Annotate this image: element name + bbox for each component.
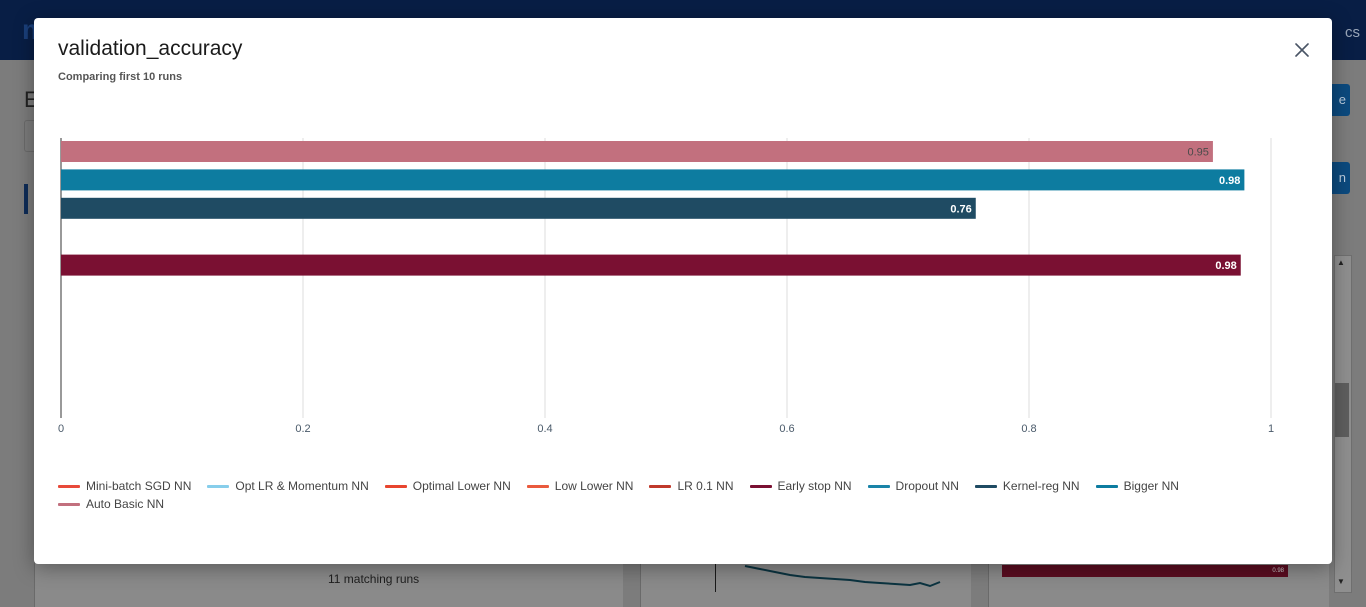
bar-value-label: 0.76 [950, 203, 971, 215]
bar-value-label: 0.95 [1187, 147, 1208, 159]
legend-swatch [207, 484, 230, 488]
mini-bar: 0.98 [1002, 565, 1288, 577]
legend-label: Mini-batch SGD NN [86, 479, 192, 493]
close-button[interactable] [1290, 38, 1314, 62]
legend-swatch [649, 484, 672, 488]
bar-auto-basic-nn[interactable] [61, 141, 1213, 162]
legend-label: Kernel-reg NN [1002, 479, 1080, 493]
close-icon [1295, 43, 1309, 57]
bar-bigger-nn[interactable] [61, 169, 1245, 191]
chart-legend: Mini-batch SGD NN Opt LR & Momentum NN Opt… [58, 478, 1238, 512]
scrollbar-thumb[interactable] [1335, 383, 1349, 437]
legend-swatch [526, 484, 549, 488]
legend-swatch [1095, 484, 1118, 488]
x-tick-label: 0 [58, 423, 64, 435]
modal-title: validation_accuracy [58, 37, 243, 60]
modal-subtitle: Comparing first 10 runs [58, 71, 183, 83]
legend-swatch [749, 484, 772, 488]
chart-modal: validation_accuracy Comparing first 10 r… [34, 18, 1332, 564]
scroll-up-icon[interactable]: ▲ [1337, 258, 1345, 267]
x-tick-label: 0.6 [779, 423, 794, 435]
legend-label: Optimal Lower NN [412, 479, 511, 493]
x-tick-label: 0.2 [295, 423, 310, 435]
legend-item[interactable]: Optimal Lower NN [384, 478, 511, 494]
scroll-down-icon[interactable]: ▼ [1337, 577, 1345, 586]
legend-label: Low Lower NN [554, 479, 634, 493]
legend-swatch [974, 484, 997, 488]
legend-label: Bigger NN [1123, 479, 1179, 493]
x-tick-label: 0.4 [537, 423, 552, 435]
legend-label: Opt LR & Momentum NN [235, 479, 369, 493]
nav-active-indicator [24, 184, 28, 214]
legend-swatch [384, 484, 407, 488]
legend-label: LR 0.1 NN [677, 479, 734, 493]
legend-item[interactable]: Auto Basic NN [58, 496, 164, 512]
bar-early-stop-nn[interactable] [61, 254, 1241, 276]
legend-label: Dropout NN [895, 479, 959, 493]
legend-item[interactable]: Low Lower NN [526, 478, 634, 494]
legend-item[interactable]: LR 0.1 NN [649, 478, 734, 494]
legend-item[interactable]: Opt LR & Momentum NN [207, 478, 369, 494]
legend-label: Auto Basic NN [86, 497, 165, 511]
x-tick-label: 0.8 [1021, 423, 1036, 435]
bar-kernel-reg-nn[interactable] [61, 197, 976, 219]
x-tick-label: 1 [1268, 423, 1274, 435]
bar-value-label: 0.98 [1215, 260, 1236, 272]
bar-value-label: 0.98 [1219, 175, 1240, 187]
bar-chart: 0 0.2 0.4 0.6 0.8 1 0.95 0.98 0.76 0.98 [58, 138, 1274, 435]
legend-item[interactable]: Mini-batch SGD NN [58, 478, 191, 494]
legend-label: Early stop NN [777, 479, 852, 493]
mini-chart-axis [715, 564, 716, 592]
topbar-link[interactable]: cs [1345, 24, 1360, 41]
legend-item[interactable]: Early stop NN [749, 478, 852, 494]
legend-swatch [58, 484, 80, 488]
legend-swatch [867, 484, 890, 488]
legend-item[interactable]: Bigger NN [1095, 478, 1179, 494]
legend-item[interactable]: Dropout NN [867, 478, 959, 494]
matching-runs-count: 11 matching runs [328, 572, 420, 586]
legend-swatch [58, 502, 80, 506]
legend-item[interactable]: Kernel-reg NN [974, 478, 1080, 494]
